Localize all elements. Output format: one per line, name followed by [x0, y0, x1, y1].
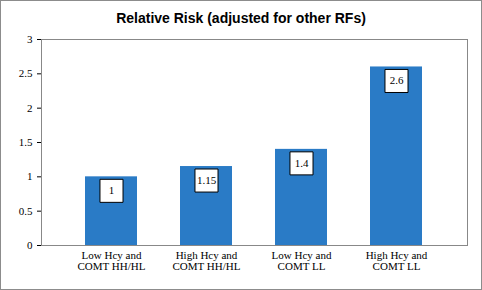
- svg-text:Low Hcy andCOMT HH/HL: Low Hcy andCOMT HH/HL: [78, 249, 146, 272]
- svg-text:1: 1: [27, 170, 33, 182]
- svg-text:1.5: 1.5: [19, 136, 33, 148]
- svg-text:0.5: 0.5: [19, 205, 33, 217]
- svg-text:3: 3: [27, 33, 33, 45]
- svg-text:High Hcy andCOMT HH/HL: High Hcy andCOMT HH/HL: [173, 249, 241, 272]
- svg-text:2.6: 2.6: [390, 74, 404, 86]
- svg-text:1.15: 1.15: [197, 174, 217, 186]
- svg-text:2.5: 2.5: [19, 67, 33, 79]
- svg-text:Low Hcy andCOMT LL: Low Hcy andCOMT LL: [272, 249, 332, 272]
- svg-text:0: 0: [27, 239, 33, 251]
- svg-text:1: 1: [109, 184, 115, 196]
- svg-text:1.4: 1.4: [295, 157, 309, 169]
- svg-text:High Hcy andCOMT LL: High Hcy andCOMT LL: [366, 249, 428, 272]
- html-text:Relative Risk (adjusted for ot: Relative Risk (adjusted for other RFs): [116, 10, 366, 26]
- svg-text:2: 2: [27, 102, 33, 114]
